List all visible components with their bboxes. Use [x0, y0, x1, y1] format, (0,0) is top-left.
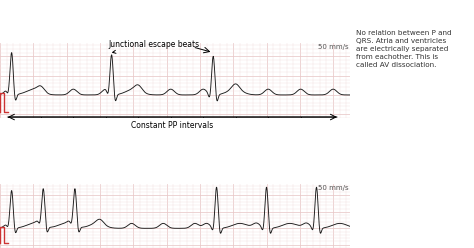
Text: 50 mm/s: 50 mm/s: [318, 185, 348, 191]
Text: Intermittent third-degree AV block: Intermittent third-degree AV block: [4, 151, 160, 160]
Text: Constant PP intervals: Constant PP intervals: [131, 121, 213, 130]
Text: Junctional escape beats: Junctional escape beats: [109, 40, 200, 53]
Text: Third-degree AV block with junctional escape rhythm: Third-degree AV block with junctional es…: [4, 2, 244, 11]
Text: No relation between P and
QRS. Atria and ventricles
are electrically separated
f: No relation between P and QRS. Atria and…: [356, 30, 452, 68]
Text: 50 mm/s: 50 mm/s: [318, 44, 348, 50]
